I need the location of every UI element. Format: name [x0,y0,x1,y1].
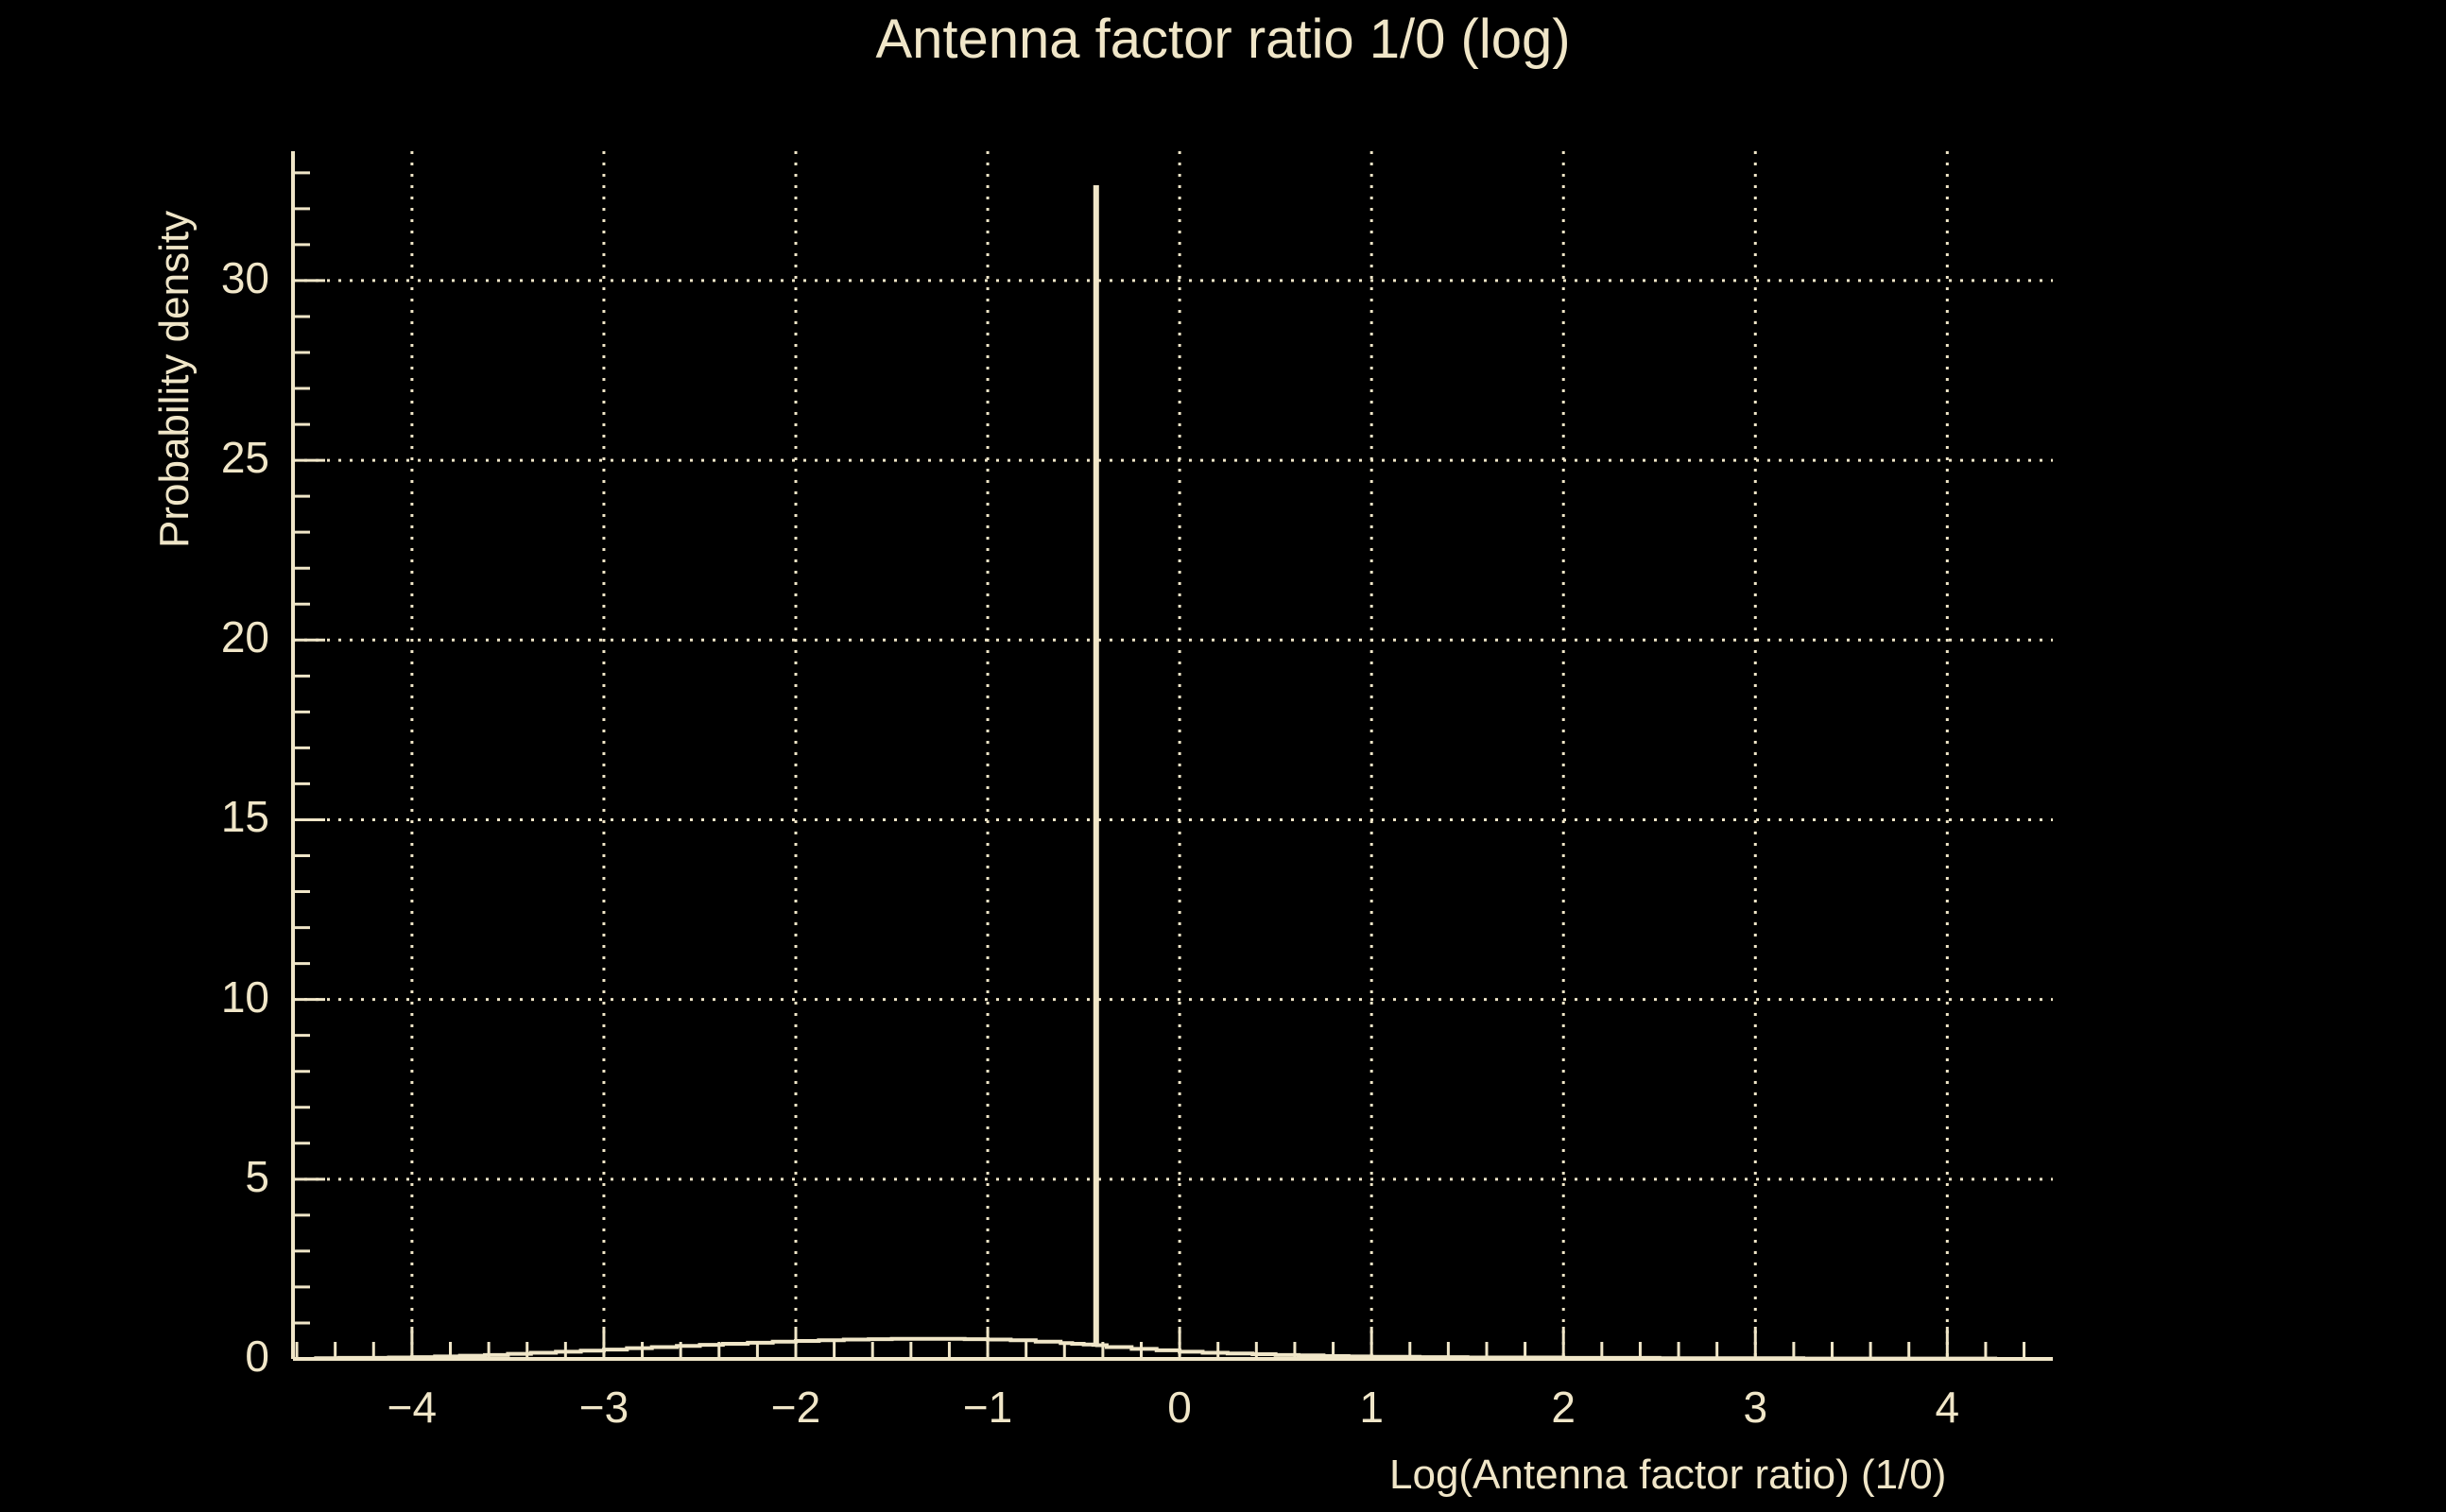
y-axis-tick-label: 10 [220,971,269,1022]
y-axis-tick-label: 20 [220,612,269,662]
x-axis-tick-label: −2 [770,1383,821,1432]
y-axis-tick-label: 30 [220,252,269,302]
data-series-line [293,185,2053,1361]
x-axis-tick-label: 3 [1743,1383,1768,1432]
x-axis-tick-label: −1 [962,1383,1013,1432]
y-axis-tick-label: 25 [220,433,269,483]
x-axis-tick-label: 0 [1167,1383,1192,1432]
y-axis-tick-label: 15 [220,792,269,842]
chart-title: Antenna factor ratio 1/0 (log) [875,9,1571,70]
x-axis-tick-label: 1 [1359,1383,1384,1432]
x-axis-tick-label: 2 [1551,1383,1576,1432]
y-axis-tick-label: 5 [245,1151,269,1201]
x-axis-tick-label: 4 [1935,1383,1960,1432]
x-axis-tick-label: −3 [578,1383,629,1432]
y-axis-tick-label: 0 [245,1332,269,1381]
x-axis-tick-label: −4 [387,1383,438,1432]
x-axis-title: Log(Antenna factor ratio) (1/0) [1389,1452,1947,1498]
